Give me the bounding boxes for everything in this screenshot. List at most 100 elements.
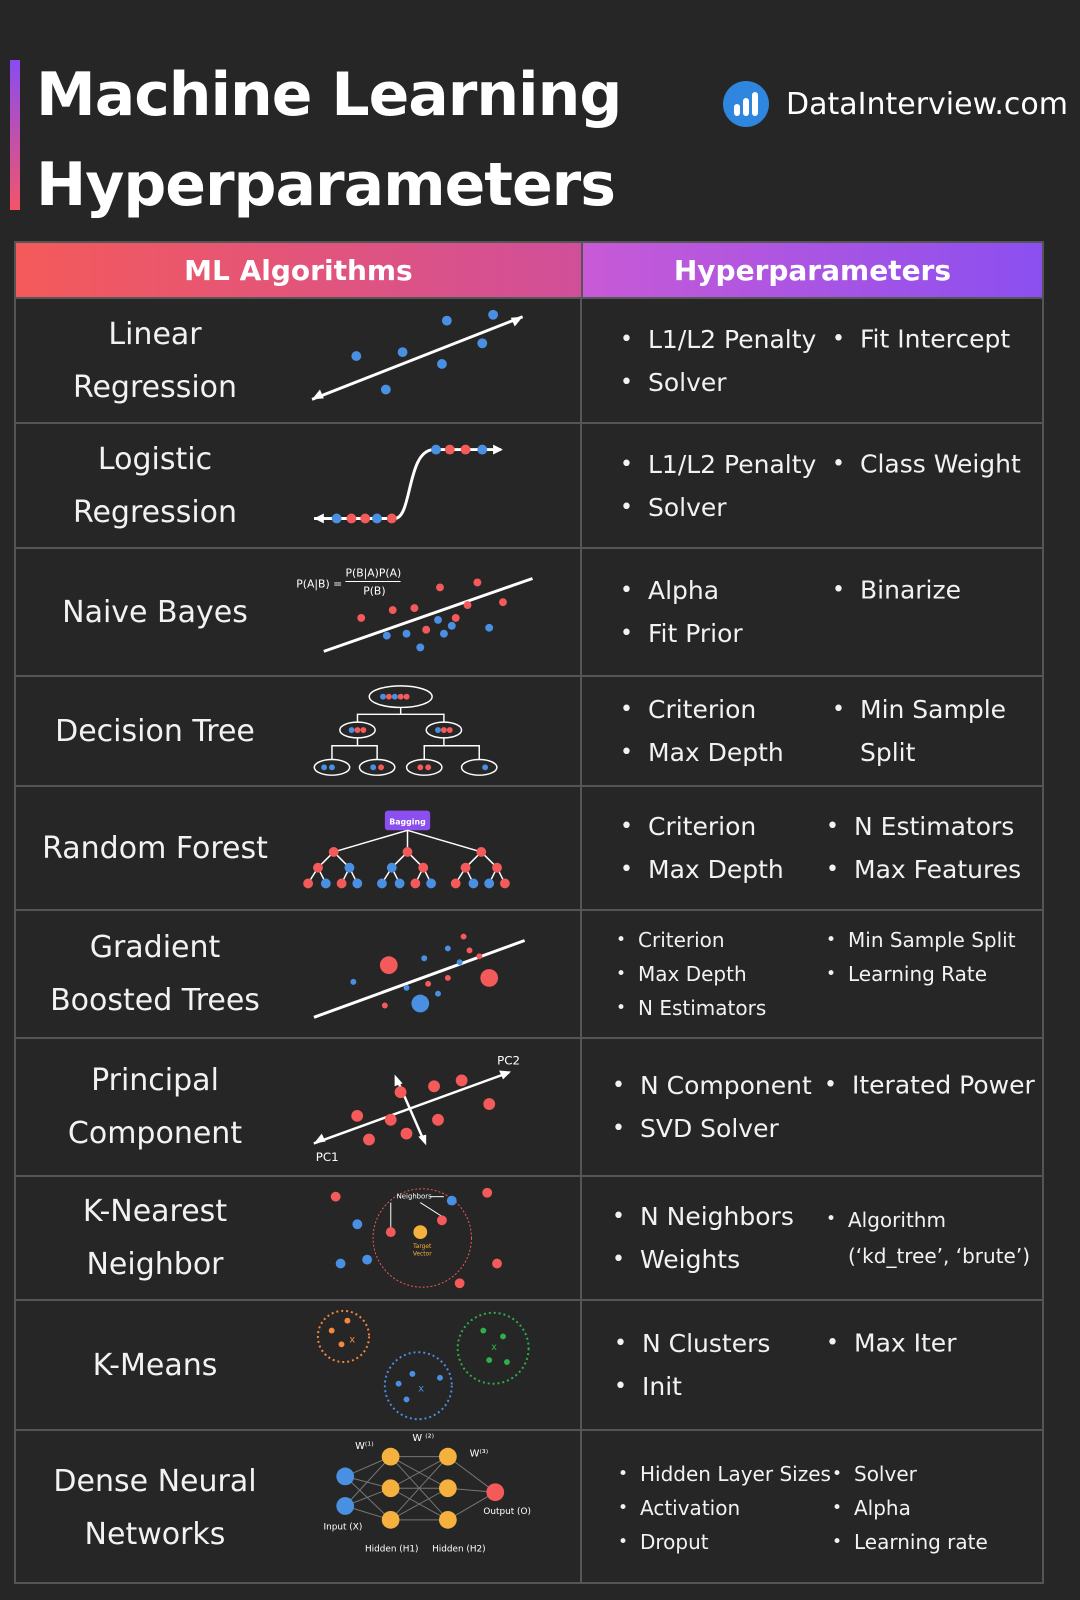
hyperparameter-item: • N Clusters [614,1329,771,1358]
table-row-decision-tree: Decision Tree • Criterion • Max Depth [16,675,1042,785]
hyperparameter-list-left: • Criterion • Max Depth [620,805,784,891]
neighbors-label: Neighbors [397,1193,432,1201]
hyperparameter-item: • Solver [620,492,727,522]
hyperparameter-list-left: • N Component • SVD Solver [612,1064,812,1150]
logistic-regression-illustration [294,424,582,547]
hyperparameter-item: • Learning rate [832,1529,988,1554]
hyperparameter-item: • Criterion [620,695,757,724]
algorithm-name: K-Means [92,1347,218,1383]
hyperparameter-item: • N Estimators [826,812,1015,841]
random-forest-illustration: Bagging [294,787,582,909]
hyperparameters-cell: • N Neighbors • Weights • Algorithm (‘kd_tr… [582,1177,1042,1299]
kmeans-illustration: x x x [294,1301,582,1429]
hyperparameter-list-right: • Class Weight [832,442,1021,485]
weight-label-3: W⁽³⁾ [470,1449,489,1460]
title-line-1: Machine Learning [36,60,622,130]
hyperparameter-list-right: • Max Iter [826,1322,956,1365]
hyperparameter-item: • Class Weight [832,449,1021,478]
hyperparameter-item: • N Neighbors [612,1202,794,1231]
column-header-algorithms: ML Algorithms [16,243,583,297]
hidden-layer-1-label: Hidden (H1) [365,1544,419,1554]
hyperparameter-list-right: • N Estimators • Max Features [826,805,1021,891]
hyperparameter-item: • Init [614,1372,682,1401]
centroid-x-icon: x [491,1342,497,1353]
cluster-circles-icon: x x x [316,1309,530,1421]
hyperparameter-item: • Max Depth [620,738,784,767]
hyperparameters-cell: • L1/L2 Penalty • Solver • Fit Intercept [582,299,1042,422]
hyperparameter-list-right: • Min Sample Split • Learning Rate [826,923,1016,991]
pca-axes-icon: PC2 PC1 [313,1054,520,1164]
hyperparameter-list-left: • N Clusters • Init [614,1322,770,1408]
pca-illustration: PC2 PC1 [294,1039,582,1175]
bayes-formula-denominator: P(B) [363,584,385,597]
hyperparameter-item: • Criterion [616,928,725,952]
gradient-boosting-illustration [294,911,582,1037]
hyperparameters-cell: • N Component • SVD Solver • Iterated Power [582,1039,1042,1175]
page-title: Machine Learning Hyperparameters [36,50,622,230]
hyperparameter-list-left: • N Neighbors • Weights [612,1195,794,1281]
algorithm-name: Gradient Boosted Trees [50,930,260,1018]
centroid-x-icon: x [418,1384,424,1395]
forest-diagram-icon: Bagging [303,810,510,889]
hyperparameter-list-left: • Criterion • Max Depth [620,688,784,774]
hyperparameter-item: • Binarize [832,575,961,605]
hyperparameter-item: • L1/L2 Penalty [620,324,817,354]
scatter-with-line-icon [311,309,524,401]
hyperparameters-cell: • N Clusters • Init • Max Iter [582,1301,1042,1429]
hyperparameter-item: • N Component [612,1071,812,1100]
linear-regression-illustration [294,299,582,422]
table-header: ML Algorithms Hyperparameters [16,243,1042,297]
naive-bayes-illustration: P(A|B) = P(B|A)P(A) P(B) [294,549,582,675]
hyperparameters-cell: • Hidden Layer Sizes • Activation • Droput … [582,1431,1042,1584]
knn-neighborhood-icon: Neighbors Target Vector [330,1187,502,1289]
algorithm-name: Naive Bayes [62,594,248,630]
table-row-logistic-regression: Logistic Regression • L1/L2 Penalty • Solv… [16,422,1042,547]
hyperparameters-cell: • Alpha • Fit Prior • Binarize [582,549,1042,675]
hyperparameter-list-left: • Hidden Layer Sizes • Activation • Droput [618,1457,831,1559]
hyperparameter-item: • N Estimators [616,996,767,1020]
decision-tree-illustration [294,677,582,785]
hyperparameter-item: • Iterated Power [824,1070,1035,1100]
boosting-scatter-icon [313,933,526,1019]
weight-label-1: W⁽¹⁾ [355,1441,374,1452]
hyperparameter-list-left: • L1/L2 Penalty • Solver [620,318,816,404]
algorithm-name: Dense Neural Networks [53,1463,257,1552]
brand-name: DataInterview.com [786,86,1068,122]
table-row-linear-regression: Linear Regression • L1/L2 Penalty • Solver… [16,297,1042,422]
table-row-random-forest: Random Forest Bagging • Cri [16,785,1042,909]
algorithm-name: Linear Regression [72,316,238,405]
pc2-label: PC2 [497,1054,520,1068]
hidden-layer-2-label: Hidden (H2) [432,1544,486,1554]
hyperparameter-item: • Droput [618,1529,709,1554]
hyperparameter-list-right: • Solver • Alpha • Learning rate [832,1457,988,1559]
target-label-1: Target [412,1244,432,1250]
weight-label-2: W ⁽²⁾ [412,1433,434,1444]
hyperparameter-list-right: • Algorithm (‘kd_tree’, ‘brute’) [826,1202,1030,1274]
hyperparameter-table: ML Algorithms Hyperparameters Linear Reg… [14,241,1044,1584]
hyperparameter-item: • L1/L2 Penalty [620,449,817,479]
bayes-formula-numerator: P(B|A)P(A) [345,567,401,580]
title-line-2: Hyperparameters [36,150,616,220]
hyperparameters-cell: • Criterion • Max Depth • Min Sample Split [582,677,1042,785]
hyperparameter-item: • Min Sample Split [832,695,1007,767]
hyperparameters-cell: • L1/L2 Penalty • Solver • Class Weight [582,424,1042,547]
hyperparameter-list-right: • Binarize [832,569,961,612]
hyperparameter-item: • Alpha [832,1495,911,1520]
algorithm-name: Decision Tree [55,713,255,749]
table-row-k-means: K-Means x x x • N Clusters • Init • Max Ite… [16,1299,1042,1429]
hyperparameter-item: • Hidden Layer Sizes [618,1461,831,1486]
hyperparameters-cell: • Criterion • Max Depth • N Estimators • Min… [582,911,1042,1037]
title-accent-bar [10,60,20,210]
hyperparameter-item: • Solver [620,367,727,397]
bayes-formula-left: P(A|B) = [296,577,342,590]
knn-illustration: Neighbors Target Vector [294,1177,582,1299]
hyperparameter-item: • Fit Prior [620,619,743,648]
algorithm-name: Principal Component [67,1063,243,1151]
bagging-label: Bagging [389,817,425,826]
pc1-label: PC1 [316,1150,339,1164]
brand[interactable]: DataInterview.com [722,80,1068,128]
hyperparameters-cell: • Criterion • Max Depth • N Estimators • Max… [582,787,1042,909]
network-diagram-icon: W⁽¹⁾ W ⁽²⁾ W⁽³⁾ Input (X) Hidden (H1) Hi… [323,1433,530,1555]
hyperparameter-list-left: • Criterion • Max Depth • N Estimators [616,923,766,1025]
algorithm-name: Logistic Regression [72,441,238,530]
